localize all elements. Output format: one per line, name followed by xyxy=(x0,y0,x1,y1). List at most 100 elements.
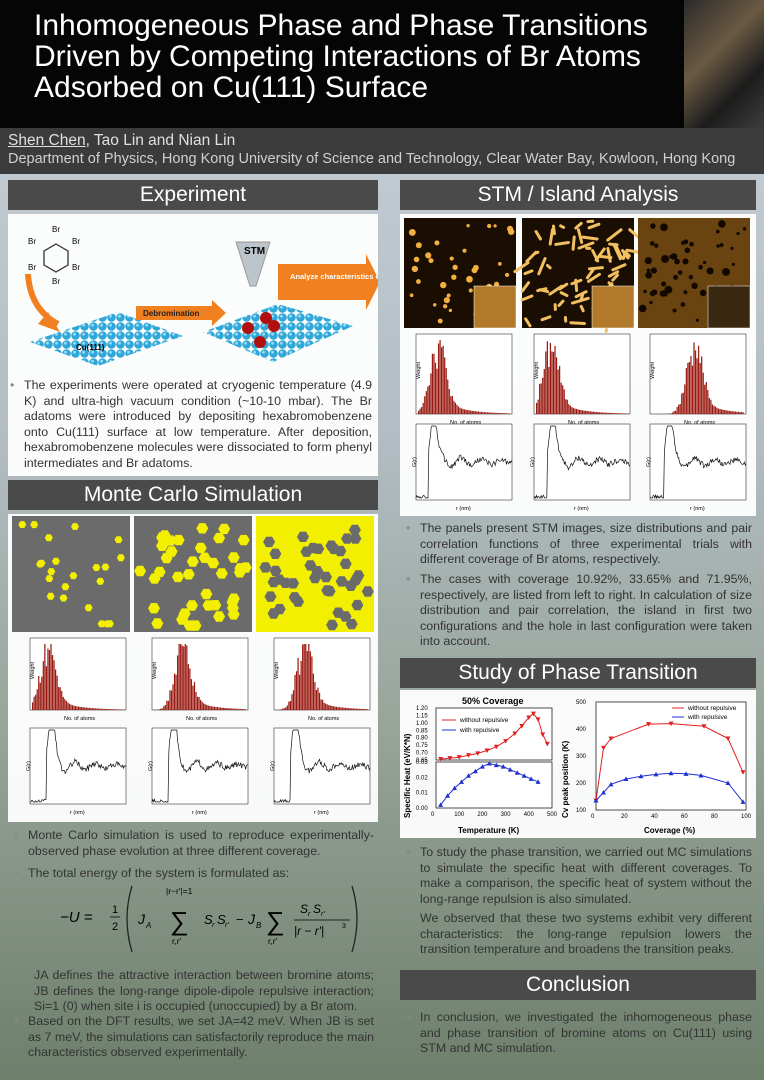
legend-entry: without repulsive xyxy=(687,705,737,712)
data-point xyxy=(447,756,453,761)
x-axis-label: Coverage (%) xyxy=(644,826,695,835)
svg-text:S: S xyxy=(217,912,226,927)
stm-figures: No. of atoms Weight r (nm) G(r) No. of atoms… xyxy=(404,218,751,512)
y-tick-label: 1.15 xyxy=(416,713,428,719)
y-tick-label: 300 xyxy=(576,754,587,760)
data-point xyxy=(740,770,746,775)
svg-text:|r−r′|=1: |r−r′|=1 xyxy=(166,886,193,896)
deposit-arrow xyxy=(25,273,60,327)
presenter-name[interactable]: Shen Chen xyxy=(8,132,86,149)
data-point xyxy=(521,773,527,778)
stm-text-1: • The panels present STM images, size dis… xyxy=(406,521,752,567)
specific-heat-chart: 50% Coverage 1.201.15 1.000.85 0.800.75 0.70… xyxy=(403,696,558,835)
section-experiment-heading: Experiment xyxy=(8,180,378,210)
phase-charts: 50% Coverage 1.201.15 1.000.85 0.800.75 0.70… xyxy=(403,696,752,835)
x-tick-label: 80 xyxy=(711,814,718,820)
stm-pair-correlation: r (nm) G(r) xyxy=(530,423,631,512)
data-point xyxy=(512,731,518,737)
data-point xyxy=(445,793,451,798)
gr-ylabel: G(r) xyxy=(646,457,652,467)
cu-surface-left xyxy=(30,312,183,366)
gr-xlabel: r (nm) xyxy=(574,506,589,512)
data-point xyxy=(683,771,689,776)
y-tick-label: 0.85 xyxy=(416,728,428,734)
gr-ylabel: G(r) xyxy=(26,761,32,771)
legend-entry: with repulsive xyxy=(687,714,728,721)
gr-ylabel: G(r) xyxy=(270,761,276,771)
y-tick-label: 200 xyxy=(576,781,587,787)
apparatus-photo xyxy=(684,0,764,128)
data-point xyxy=(528,776,534,781)
gr-xlabel: r (nm) xyxy=(192,810,207,816)
data-point xyxy=(493,762,499,768)
stm-label: STM xyxy=(244,246,265,257)
x-axis-label: Temperature (K) xyxy=(458,826,520,835)
data-point xyxy=(701,724,707,729)
debromination-arrow xyxy=(136,306,212,320)
hist-ylabel: Weight xyxy=(152,662,158,679)
mc-configuration xyxy=(12,516,130,632)
svg-text:r′: r′ xyxy=(321,911,325,918)
experiment-text: • The experiments were operated at cryoge… xyxy=(10,378,372,470)
x-tick-label: 0 xyxy=(591,814,595,820)
data-point xyxy=(668,721,674,727)
hist-ylabel: Weight xyxy=(650,362,656,379)
y-tick-label: 0.65 xyxy=(416,758,428,764)
data-point xyxy=(646,722,651,727)
x-tick-label: 60 xyxy=(681,814,688,820)
svg-text:S: S xyxy=(313,902,321,916)
svg-text:1: 1 xyxy=(112,904,118,916)
br-label: Br xyxy=(52,277,60,286)
svg-text:−: − xyxy=(236,912,244,927)
stm-inset xyxy=(473,285,517,329)
data-point xyxy=(638,773,644,779)
y-tick-label: 0.80 xyxy=(416,736,428,742)
data-point xyxy=(472,768,478,774)
br-label: Br xyxy=(72,237,80,246)
mc-text-3: JA defines the attractive interaction be… xyxy=(34,968,374,1014)
data-point xyxy=(519,723,525,729)
mc-histogram: No. of atoms Weight xyxy=(273,637,371,722)
data-point xyxy=(484,748,490,754)
data-point xyxy=(653,771,659,777)
svg-text:r: r xyxy=(212,920,215,929)
experiment-figure: Br Br Br Br Br Br Cu(111) Debromination … xyxy=(25,225,378,366)
stm-image xyxy=(513,218,642,333)
data-point xyxy=(479,764,485,769)
analyze-arrow xyxy=(278,254,378,310)
svg-text:r: r xyxy=(308,911,311,918)
y-tick-label: 1.00 xyxy=(416,721,428,727)
data-point xyxy=(475,751,481,756)
mc-configuration xyxy=(134,516,252,632)
hexabromobenzene-molecule: Br Br Br Br Br Br xyxy=(28,225,80,286)
svg-text:|r − r′|: |r − r′| xyxy=(294,924,324,938)
hist-xlabel: No. of atoms xyxy=(308,716,339,722)
stm-pair-correlation: r (nm) G(r) xyxy=(646,423,747,512)
chart-title: 50% Coverage xyxy=(462,696,524,706)
data-point xyxy=(608,781,614,787)
svg-text:r,r′: r,r′ xyxy=(268,936,278,946)
mc-text-2: • The total energy of the system is formu… xyxy=(14,866,290,880)
hist-xlabel: No. of atoms xyxy=(64,716,95,722)
mc-text-1: • Monte Carlo simulation is used to repro… xyxy=(14,828,374,858)
y-tick-label: 0.70 xyxy=(416,751,428,757)
cu-label: Cu(111) xyxy=(76,343,105,352)
data-point xyxy=(438,802,444,807)
svg-text:2: 2 xyxy=(112,921,118,933)
debromination-label: Debromination xyxy=(143,309,200,318)
section-stm-heading: STM / Island Analysis xyxy=(400,180,756,210)
data-point xyxy=(465,773,471,778)
hist-xlabel: No. of atoms xyxy=(186,716,217,722)
stm-inset xyxy=(591,285,635,329)
cv-peak-chart: 0 20 40 60 80 100 500 400 300 200 100 without repul… xyxy=(561,700,752,835)
svg-text:∑: ∑ xyxy=(170,906,189,936)
data-point xyxy=(493,744,499,750)
data-point xyxy=(698,772,704,778)
x-tick-label: 100 xyxy=(454,812,465,818)
x-tick-label: 100 xyxy=(741,814,752,820)
y-tick-label: 1.20 xyxy=(416,706,428,712)
hist-ylabel: Weight xyxy=(30,662,36,679)
x-tick-label: 300 xyxy=(501,812,512,818)
stm-tip xyxy=(235,241,271,287)
svg-text:J: J xyxy=(247,911,256,927)
